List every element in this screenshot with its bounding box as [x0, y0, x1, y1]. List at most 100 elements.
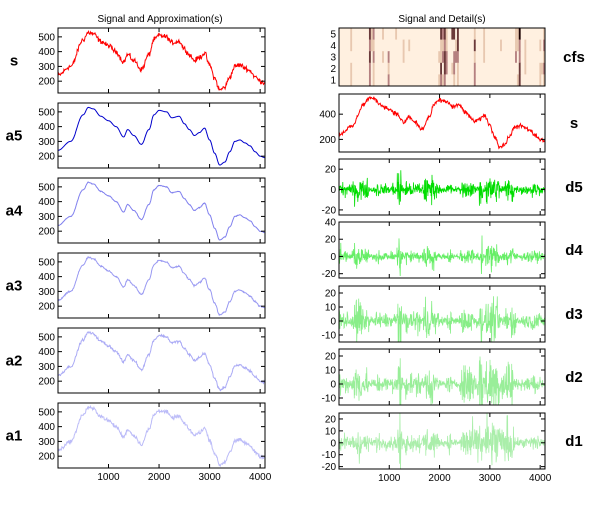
right-panel-cfs-cell — [456, 74, 460, 87]
right-panel-cfs-cell — [383, 74, 387, 87]
right-panel-cfs-cell — [490, 74, 493, 87]
right-panel-cfs-cell — [524, 51, 527, 64]
right-panel-cfs-cell — [500, 62, 503, 75]
right-panel-cfs-cell — [367, 39, 370, 52]
right-panel-cfs-cell — [483, 39, 486, 52]
right-panel-cfs-cell — [365, 39, 368, 52]
right-panel-d4-ytick-label: 0 — [330, 252, 336, 263]
right-panel-cfs-cell — [466, 62, 469, 75]
right-panel-cfs-cell — [342, 51, 346, 64]
right-panel-cfs-cell — [440, 62, 443, 75]
right-panel-cfs-cell — [464, 39, 467, 52]
right-panel-cfs-cell — [524, 39, 527, 52]
right-panel-d4-ytick-label: 40 — [325, 218, 337, 229]
right-panel-cfs-cell — [535, 74, 538, 87]
right-panel-cfs-cell — [410, 74, 413, 87]
left-panel-s-label: s — [10, 53, 18, 70]
right-panel-cfs-cell — [402, 62, 405, 75]
right-panel-cfs-cell — [352, 62, 355, 75]
right-panel-cfs-cell — [374, 62, 377, 75]
right-panel-cfs-cell — [398, 28, 402, 40]
right-panel-cfs-cell — [507, 62, 510, 75]
right-panel-cfs-cell — [513, 74, 516, 87]
right-panel-cfs-cell — [348, 51, 351, 64]
right-panel-cfs-cell — [397, 62, 400, 75]
right-panel-cfs-cell — [515, 39, 518, 52]
right-panel-cfs-cell — [511, 51, 514, 64]
right-panel-cfs-cell — [339, 39, 342, 52]
left-panel-a5-ytick-label: 300 — [38, 137, 55, 148]
right-panel-cfs-cell — [419, 62, 422, 75]
right-panel-cfs-cell — [365, 28, 368, 40]
right-panel-cfs-cell — [440, 74, 443, 87]
right-panel-cfs-cell — [483, 51, 486, 64]
right-panel-d4-ytick-label: -20 — [322, 269, 337, 280]
right-panel-cfs-cell — [412, 39, 415, 52]
x-tick-label: 1000 — [97, 472, 120, 483]
right-panel-cfs-cell — [505, 28, 508, 40]
right-panel-cfs-cell — [447, 62, 450, 75]
right-panel-cfs-cell — [466, 74, 469, 87]
right-panel-cfs-cell — [342, 28, 346, 40]
right-panel-cfs-cell — [505, 62, 508, 75]
right-panel-cfs-cell — [470, 62, 473, 75]
right-panel-cfs-cell — [470, 51, 473, 64]
right-panel-cfs-cell — [462, 28, 465, 40]
right-panel-cfs-cell — [389, 74, 392, 87]
right-panel-cfs-cell — [451, 74, 454, 87]
right-panel-d3-ytick-label: 0 — [330, 317, 336, 328]
right-panel-cfs-cell — [427, 74, 430, 87]
right-panel-cfs-cell — [359, 39, 362, 52]
right-panel-cfs-cell — [537, 74, 540, 87]
right-panel-cfs-cell — [344, 51, 347, 64]
right-panel-cfs-cell — [434, 28, 437, 40]
right-panel-cfs-cell — [339, 51, 342, 64]
right-panel-cfs-cell — [511, 28, 514, 40]
right-panel-cfs-cell — [385, 62, 389, 75]
left-panel-a5-line — [58, 106, 265, 166]
left-panel-a5-frame — [57, 102, 266, 169]
right-panel-cfs-cell — [455, 74, 458, 87]
right-panel-cfs-cell — [383, 39, 387, 52]
right-panel-d5-ytick-label: 0 — [330, 185, 336, 196]
right-panel-cfs-cell — [427, 28, 430, 40]
right-panel-s-frame — [338, 93, 546, 153]
right-panel-cfs-cell — [355, 62, 359, 75]
right-panel-cfs-cell — [413, 51, 417, 64]
right-panel-cfs-cell — [498, 74, 501, 87]
right-panel-cfs-cell — [363, 74, 366, 87]
right-panel-cfs-cell — [528, 28, 531, 40]
right-panel-cfs-cell — [413, 28, 417, 40]
right-panel-cfs-cell — [539, 28, 542, 40]
right-panel-cfs-cell — [535, 51, 538, 64]
right-panel-cfs-cell — [419, 51, 422, 64]
right-panel-cfs-cell — [376, 51, 379, 64]
left-panel-a2-ytick-label: 200 — [38, 377, 55, 388]
right-panel-cfs-cell — [412, 62, 415, 75]
left-panel-a4-frame — [57, 177, 266, 244]
right-panel-cfs-cell — [359, 74, 362, 87]
right-panel-cfs-cell — [522, 28, 525, 40]
right-panel-cfs-cell — [460, 28, 463, 40]
right-panel-d2-ytick-label: 10 — [325, 366, 337, 377]
right-panel-cfs-cell — [378, 51, 381, 64]
left-panel-a1-label: a1 — [6, 428, 23, 445]
right-panel-cfs-cell — [408, 51, 411, 64]
right-panel-d2-ytick-label: -10 — [322, 394, 337, 405]
right-panel-cfs-cell — [374, 28, 377, 40]
right-panel-cfs-cell — [383, 51, 387, 64]
right-panel-cfs-cell — [430, 74, 434, 87]
right-panel-cfs-cell — [464, 62, 467, 75]
right-panel-cfs-cell — [468, 39, 471, 52]
right-panel-cfs-cell — [488, 51, 492, 64]
left-panel-a1-ytick-label: 400 — [38, 422, 55, 433]
right-panel-cfs-cell — [479, 74, 482, 87]
right-panel-cfs-cell — [494, 62, 497, 75]
right-panel-cfs-cell — [449, 51, 452, 64]
right-panel-cfs-cell — [397, 39, 400, 52]
right-panel-cfs-cell — [486, 28, 490, 40]
right-panel-cfs-cell — [468, 51, 471, 64]
right-panel-cfs-cell — [471, 28, 475, 40]
right-panel-cfs-cell — [423, 39, 426, 52]
left-panel-a5-ytick-label: 400 — [38, 122, 55, 133]
